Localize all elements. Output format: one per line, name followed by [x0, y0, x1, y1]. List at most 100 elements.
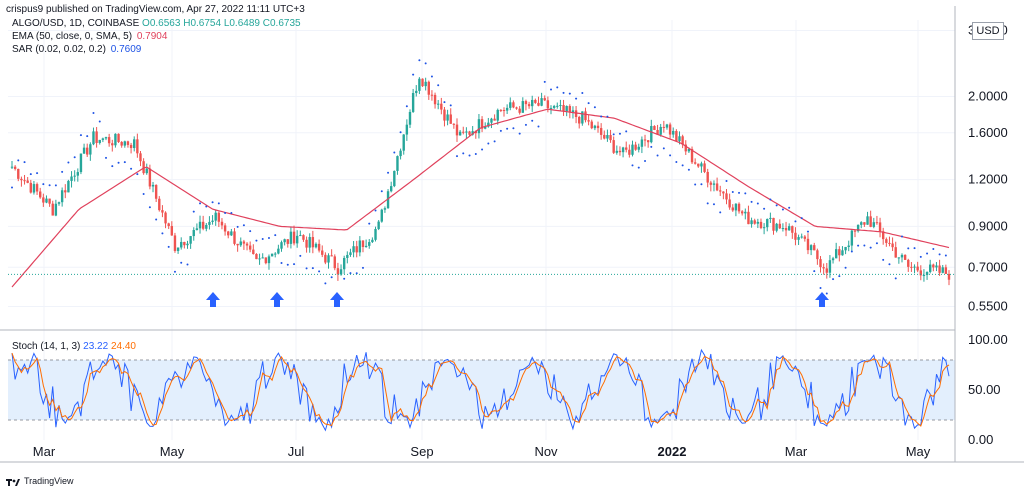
candle-body [462, 131, 465, 133]
candle-body [825, 268, 828, 273]
candle-body [346, 254, 349, 258]
candle-body [521, 101, 525, 113]
ohlc-close: 0.6735 [269, 18, 301, 29]
candle-body [715, 183, 719, 191]
sar-dot [944, 254, 947, 257]
sar-dot [418, 59, 421, 62]
candle-body [841, 250, 844, 256]
sar-dot [888, 263, 891, 266]
price-tick-label: 2.0000 [968, 88, 1008, 103]
sar-dot [844, 266, 847, 269]
candle-body [201, 221, 205, 229]
candle-body [333, 256, 336, 269]
sar-dot [763, 207, 766, 210]
sar-dot [186, 263, 189, 266]
sar-dot [261, 237, 264, 240]
candle-body [136, 139, 139, 154]
sar-dot [355, 272, 358, 275]
candle-body [126, 141, 130, 145]
sar-dot [926, 252, 929, 255]
sar-dot [756, 202, 759, 205]
time-tick-label: Jul [288, 444, 305, 459]
sar-dot [73, 156, 76, 159]
candle-body [264, 257, 268, 264]
candle-body [142, 161, 145, 174]
candle-body [292, 231, 296, 244]
candle-body [433, 94, 437, 105]
candle-body [10, 166, 14, 168]
sar-dot [54, 184, 57, 187]
stoch-tick-label: 50.00 [968, 382, 1001, 397]
candle-body [86, 147, 89, 155]
candle-body [239, 241, 242, 246]
candle-body [51, 203, 54, 216]
sar-dot [255, 239, 258, 242]
candle-body [42, 197, 45, 203]
candle-body [819, 259, 822, 268]
sar-dot [637, 166, 640, 169]
candle-body [615, 150, 619, 153]
candle-body [831, 258, 835, 261]
sar-dot [800, 217, 803, 220]
candle-body [665, 124, 669, 128]
candle-body [787, 226, 791, 231]
sar-dot [669, 154, 672, 157]
stoch-d-value: 24.40 [110, 341, 136, 352]
sar-dot [17, 159, 20, 162]
candle-body [48, 198, 51, 204]
candle-body [295, 235, 299, 244]
sar-dot [618, 132, 621, 135]
candle-body [947, 273, 951, 280]
candle-body [728, 199, 731, 208]
sar-dot [324, 282, 327, 285]
sar-dot [719, 211, 722, 214]
price-tick-label: 1.2000 [968, 172, 1008, 187]
sar-dot [86, 135, 89, 138]
candle-body [368, 242, 371, 246]
candle-body [543, 98, 546, 101]
candle-body [505, 107, 509, 111]
candle-body [386, 191, 390, 209]
candle-body [719, 190, 722, 192]
candle-body [706, 171, 709, 183]
candle-body [524, 101, 528, 105]
sar-dot [318, 270, 321, 273]
candle-body [349, 252, 352, 255]
candle-body [133, 139, 136, 149]
sar-dot [349, 272, 352, 275]
candle-body [23, 180, 26, 182]
candle-body [252, 249, 255, 255]
candle-body [26, 180, 29, 183]
sar-dot [199, 202, 202, 205]
candle-body [211, 220, 214, 222]
candle-body [314, 243, 318, 248]
candle-body [158, 198, 161, 211]
time-tick-label: Sep [410, 444, 433, 459]
candle-body [556, 105, 559, 107]
candle-body [587, 120, 590, 122]
candle-body [546, 100, 550, 109]
sar-dot [694, 183, 697, 186]
ohlc-open: 0.6563 [149, 18, 181, 29]
time-tick-label: May [160, 444, 185, 459]
currency-label[interactable]: USD [972, 22, 1004, 40]
sar-dot [462, 152, 465, 155]
candle-body [35, 184, 39, 192]
candle-body [866, 216, 869, 225]
sar-dot [612, 133, 615, 136]
sar-dot [738, 191, 741, 194]
candle-body [725, 193, 728, 200]
ohlc-low-label: L [223, 18, 230, 29]
candle-body [364, 245, 368, 248]
candle-body [484, 126, 487, 129]
sar-dot [813, 270, 816, 273]
candle-body [189, 236, 192, 244]
candle-body [336, 268, 340, 275]
time-tick-label: 2022 [658, 444, 687, 459]
candle-body [935, 265, 938, 268]
sar-dot [98, 120, 101, 123]
candle-body [383, 208, 387, 210]
sar-dot [850, 250, 853, 253]
candle-body [458, 131, 462, 136]
